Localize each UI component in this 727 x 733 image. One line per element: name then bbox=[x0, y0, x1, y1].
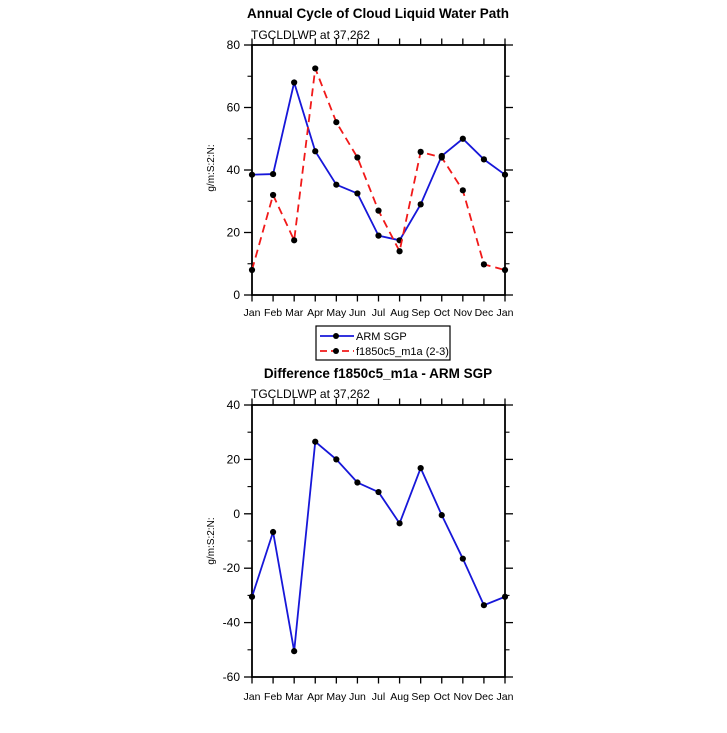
data-point-marker bbox=[501, 266, 509, 274]
data-point-marker bbox=[396, 520, 403, 527]
data-point-marker bbox=[480, 261, 488, 268]
data-point-marker bbox=[312, 65, 319, 72]
plot-frame bbox=[251, 44, 506, 296]
legend-box bbox=[315, 325, 451, 361]
x-tick-label: Jan bbox=[244, 307, 261, 319]
x-tick-label: Aug bbox=[390, 691, 409, 703]
data-point-marker bbox=[459, 135, 466, 142]
data-point-marker bbox=[333, 119, 340, 126]
bottom-chart-y-axis-label: g/m:S:2:N: bbox=[206, 517, 217, 564]
data-point-marker bbox=[248, 593, 256, 600]
x-axis-ticks: Jan Feb Mar Apr May Jun Jul Aug Sep Oct Nov Dec Jan bbox=[244, 398, 514, 703]
data-point-marker bbox=[248, 171, 256, 178]
x-tick-label: Jan bbox=[497, 691, 514, 703]
y-axis-ticks: 0 20 40 60 80 bbox=[227, 38, 513, 302]
data-point-marker bbox=[269, 528, 277, 536]
x-tick-label: May bbox=[326, 307, 347, 319]
bottom-chart-title: Difference f1850c5_m1a - ARM SGP bbox=[264, 366, 492, 381]
data-point-marker bbox=[354, 479, 361, 486]
data-point-marker bbox=[438, 512, 445, 519]
series-arm-sgp bbox=[248, 79, 509, 244]
top-chart-subtitle: TGCLDLWP at 37,262 bbox=[251, 28, 370, 42]
x-tick-label: Dec bbox=[475, 307, 494, 319]
data-point-marker bbox=[417, 201, 424, 208]
bottom-chart-subtitle: TGCLDLWP at 37,262 bbox=[251, 387, 370, 401]
data-point-marker bbox=[248, 266, 256, 274]
x-tick-label: Jun bbox=[349, 307, 366, 319]
y-tick-label: 0 bbox=[233, 507, 240, 521]
x-tick-label: Nov bbox=[453, 307, 472, 319]
x-tick-label: Aug bbox=[390, 307, 409, 319]
x-tick-label: Oct bbox=[434, 307, 450, 319]
legend-line-samples bbox=[320, 333, 354, 354]
y-tick-label: 40 bbox=[227, 163, 241, 177]
data-point-marker bbox=[291, 648, 298, 655]
y-tick-label: 20 bbox=[227, 226, 241, 240]
y-tick-label: -20 bbox=[223, 561, 241, 575]
x-tick-label: Sep bbox=[411, 307, 430, 319]
x-tick-label: Apr bbox=[307, 307, 324, 319]
x-tick-label: Dec bbox=[475, 691, 494, 703]
series-f1850c5-m1a-2-3- bbox=[248, 65, 509, 274]
data-point-marker bbox=[333, 181, 340, 188]
series-f1850c5-m1a-arm-sgp bbox=[248, 438, 509, 655]
y-axis-ticks: -60 -40 -20 0 20 40 bbox=[223, 398, 513, 684]
data-point-marker bbox=[312, 438, 319, 445]
data-point-marker bbox=[269, 191, 277, 199]
data-point-marker bbox=[459, 555, 466, 562]
x-tick-label: Feb bbox=[264, 307, 282, 319]
x-tick-label: Mar bbox=[285, 307, 304, 319]
top-chart-y-axis-label: g/m:S:2:N: bbox=[206, 144, 217, 191]
x-tick-label: Jun bbox=[349, 691, 366, 703]
x-tick-label: Jul bbox=[372, 691, 385, 703]
data-point-marker bbox=[312, 148, 319, 155]
data-point-marker bbox=[354, 154, 361, 161]
plot-frame bbox=[251, 404, 506, 678]
data-point-marker bbox=[354, 190, 361, 197]
legend-label-f1850c5-m1a: f1850c5_m1a (2-3) bbox=[356, 346, 449, 358]
bottom-chart-plot: Jan Feb Mar Apr May Jun Jul Aug Sep Oct Nov Dec Jan-… bbox=[223, 398, 514, 703]
data-point-marker bbox=[480, 602, 488, 609]
x-tick-label: Sep bbox=[411, 691, 430, 703]
x-tick-label: Jan bbox=[497, 307, 514, 319]
data-point-marker bbox=[501, 171, 509, 178]
legend-label-arm-sgp: ARM SGP bbox=[356, 331, 407, 343]
data-point-marker bbox=[375, 207, 382, 214]
data-point-marker bbox=[480, 156, 488, 163]
x-tick-label: Jan bbox=[244, 691, 261, 703]
data-point-marker bbox=[375, 488, 382, 496]
legend: ARM SGP f1850c5_m1a (2-3) bbox=[315, 325, 451, 361]
data-point-marker bbox=[291, 79, 298, 86]
y-tick-label: -60 bbox=[223, 670, 241, 684]
data-point-marker bbox=[375, 232, 382, 239]
x-tick-label: May bbox=[326, 691, 347, 703]
x-tick-label: Mar bbox=[285, 691, 304, 703]
y-tick-label: -40 bbox=[223, 616, 241, 630]
data-point-marker bbox=[396, 248, 403, 255]
x-axis-ticks: Jan Feb Mar Apr May Jun Jul Aug Sep Oct Nov Dec Jan bbox=[244, 38, 514, 319]
x-tick-label: Jul bbox=[372, 307, 385, 319]
data-point-marker bbox=[291, 237, 298, 244]
y-tick-label: 60 bbox=[227, 101, 241, 115]
data-point-marker bbox=[333, 456, 340, 463]
x-tick-label: Nov bbox=[453, 691, 472, 703]
x-tick-label: Apr bbox=[307, 691, 324, 703]
x-tick-label: Feb bbox=[264, 691, 282, 703]
data-point-marker bbox=[501, 593, 509, 600]
top-chart-plot: Jan Feb Mar Apr May Jun Jul Aug Sep Oct Nov Dec Jan0… bbox=[227, 38, 514, 319]
data-point-marker bbox=[417, 148, 424, 155]
y-tick-label: 20 bbox=[227, 452, 241, 466]
y-tick-label: 0 bbox=[233, 288, 240, 302]
data-point-marker bbox=[459, 187, 466, 194]
data-point-marker bbox=[417, 465, 424, 472]
y-tick-label: 80 bbox=[227, 38, 241, 52]
data-point-marker bbox=[269, 170, 277, 178]
data-point-marker bbox=[438, 154, 445, 161]
x-tick-label: Oct bbox=[434, 691, 450, 703]
y-tick-label: 40 bbox=[227, 398, 241, 412]
top-chart-title: Annual Cycle of Cloud Liquid Water Path bbox=[247, 6, 509, 21]
